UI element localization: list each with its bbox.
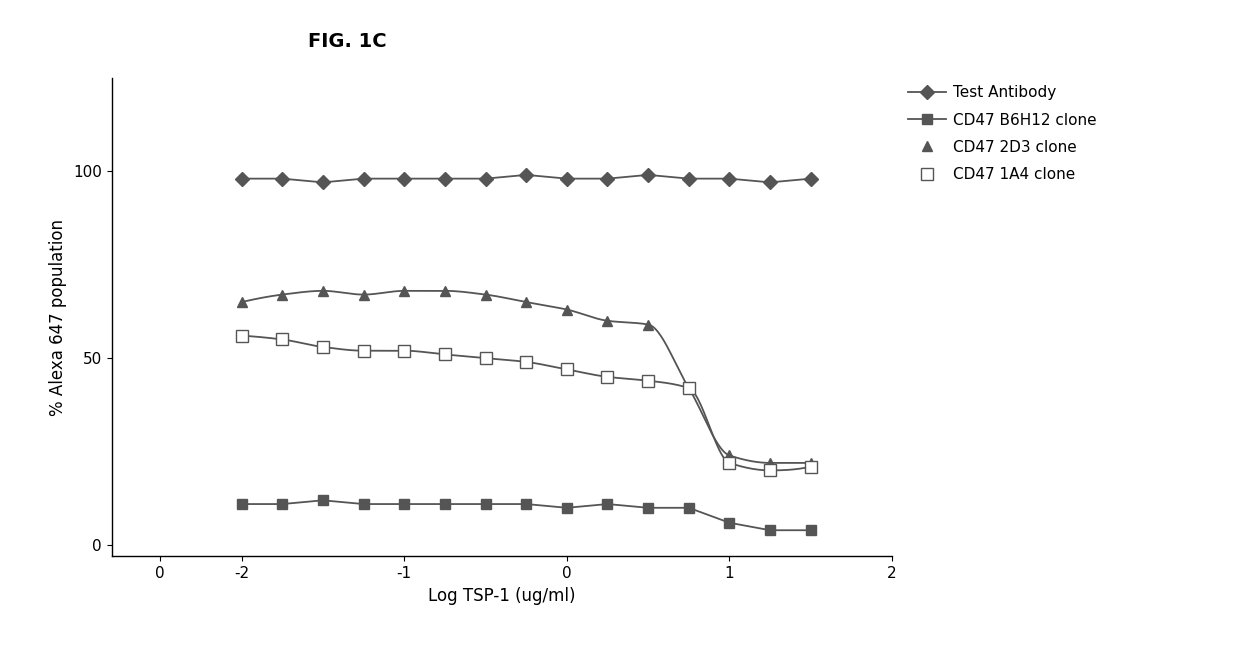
CD47 2D3 clone [356, 291, 370, 298]
CD47 1A4 clone [641, 377, 655, 384]
CD47 2D3 clone [600, 317, 615, 325]
Test Antibody [316, 179, 331, 186]
CD47 1A4 clone [803, 463, 818, 470]
CD47 1A4 clone [559, 366, 574, 373]
Test Antibody [396, 175, 411, 182]
CD47 1A4 clone [275, 336, 290, 344]
CD47 B6H12 clone [559, 504, 574, 512]
CD47 2D3 clone [519, 298, 534, 306]
CD47 2D3 clone [478, 291, 493, 298]
Test Antibody [356, 175, 370, 182]
X-axis label: Log TSP-1 (ug/ml): Log TSP-1 (ug/ml) [427, 587, 576, 605]
CD47 B6H12 clone [356, 500, 370, 508]
CD47 1A4 clone [519, 358, 534, 366]
CD47 B6H12 clone [641, 504, 655, 512]
Test Antibody [681, 175, 696, 182]
Test Antibody [275, 175, 290, 182]
Test Antibody [763, 179, 778, 186]
CD47 1A4 clone [478, 355, 493, 362]
CD47 B6H12 clone [722, 519, 737, 527]
CD47 2D3 clone [396, 287, 411, 295]
CD47 2D3 clone [437, 287, 452, 295]
CD47 2D3 clone [722, 452, 737, 459]
CD47 B6H12 clone [437, 500, 452, 508]
CD47 1A4 clone [600, 373, 615, 380]
CD47 1A4 clone [763, 466, 778, 474]
Y-axis label: % Alexa 647 population: % Alexa 647 population [50, 219, 67, 415]
CD47 B6H12 clone [396, 500, 411, 508]
Line: CD47 2D3 clone: CD47 2D3 clone [237, 286, 815, 468]
CD47 2D3 clone [763, 459, 778, 466]
Test Antibody [600, 175, 615, 182]
CD47 B6H12 clone [234, 500, 249, 508]
Test Antibody [641, 171, 655, 179]
CD47 2D3 clone [559, 305, 574, 313]
Text: FIG. 1C: FIG. 1C [307, 32, 387, 51]
CD47 B6H12 clone [478, 500, 493, 508]
CD47 2D3 clone [641, 321, 655, 329]
Line: CD47 1A4 clone: CD47 1A4 clone [237, 330, 817, 476]
Test Antibody [722, 175, 737, 182]
CD47 1A4 clone [681, 384, 696, 392]
CD47 2D3 clone [316, 287, 331, 295]
CD47 B6H12 clone [275, 500, 290, 508]
Test Antibody [803, 175, 818, 182]
CD47 B6H12 clone [600, 500, 615, 508]
Line: Test Antibody: Test Antibody [237, 170, 815, 187]
CD47 1A4 clone [722, 459, 737, 466]
Test Antibody [519, 171, 534, 179]
CD47 1A4 clone [356, 347, 370, 355]
Line: CD47 B6H12 clone: CD47 B6H12 clone [237, 496, 815, 535]
Test Antibody [478, 175, 493, 182]
Test Antibody [437, 175, 452, 182]
Legend: Test Antibody, CD47 B6H12 clone, CD47 2D3 clone, CD47 1A4 clone: Test Antibody, CD47 B6H12 clone, CD47 2D… [907, 85, 1097, 182]
CD47 2D3 clone [234, 298, 249, 306]
Test Antibody [234, 175, 249, 182]
CD47 1A4 clone [437, 351, 452, 358]
Test Antibody [559, 175, 574, 182]
CD47 B6H12 clone [763, 527, 778, 534]
CD47 1A4 clone [316, 343, 331, 351]
CD47 B6H12 clone [681, 504, 696, 512]
CD47 2D3 clone [275, 291, 290, 298]
CD47 B6H12 clone [803, 527, 818, 534]
CD47 B6H12 clone [316, 496, 331, 504]
CD47 2D3 clone [681, 384, 696, 392]
CD47 2D3 clone [803, 459, 818, 466]
CD47 1A4 clone [396, 347, 411, 355]
CD47 1A4 clone [234, 332, 249, 340]
CD47 B6H12 clone [519, 500, 534, 508]
